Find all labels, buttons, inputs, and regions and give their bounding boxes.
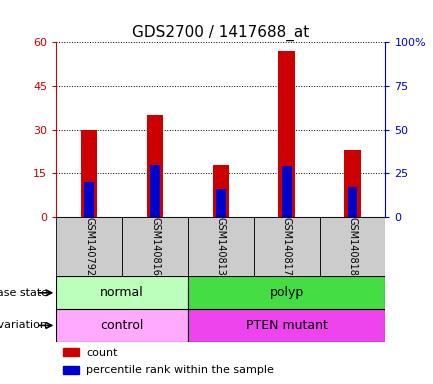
- Bar: [147, 115, 163, 217]
- Text: genotype/variation: genotype/variation: [0, 320, 48, 331]
- Bar: [344, 150, 361, 217]
- Text: polyp: polyp: [269, 286, 304, 299]
- Bar: [320, 217, 385, 276]
- Text: PTEN mutant: PTEN mutant: [246, 319, 328, 332]
- Bar: [278, 51, 295, 217]
- Bar: [254, 217, 320, 276]
- Text: GSM140818: GSM140818: [347, 217, 358, 276]
- Bar: [348, 187, 357, 217]
- Bar: [63, 366, 79, 374]
- Bar: [122, 217, 188, 276]
- Bar: [282, 166, 291, 217]
- Bar: [213, 164, 229, 217]
- Text: GSM140813: GSM140813: [216, 217, 226, 276]
- Bar: [56, 276, 188, 309]
- Text: normal: normal: [100, 286, 144, 299]
- Bar: [188, 309, 385, 342]
- Text: GSM140817: GSM140817: [281, 217, 292, 276]
- Text: GSM140816: GSM140816: [150, 217, 160, 276]
- Text: GSM140792: GSM140792: [84, 217, 94, 276]
- Text: disease state: disease state: [0, 288, 48, 298]
- Bar: [56, 309, 188, 342]
- Text: percentile rank within the sample: percentile rank within the sample: [86, 365, 274, 375]
- Bar: [81, 129, 97, 217]
- Bar: [188, 276, 385, 309]
- Title: GDS2700 / 1417688_at: GDS2700 / 1417688_at: [132, 25, 310, 41]
- Bar: [56, 217, 122, 276]
- Bar: [216, 189, 226, 217]
- Bar: [84, 182, 94, 217]
- Bar: [150, 164, 160, 217]
- Text: control: control: [100, 319, 144, 332]
- Text: count: count: [86, 348, 117, 358]
- Bar: [188, 217, 254, 276]
- Bar: [63, 348, 79, 356]
